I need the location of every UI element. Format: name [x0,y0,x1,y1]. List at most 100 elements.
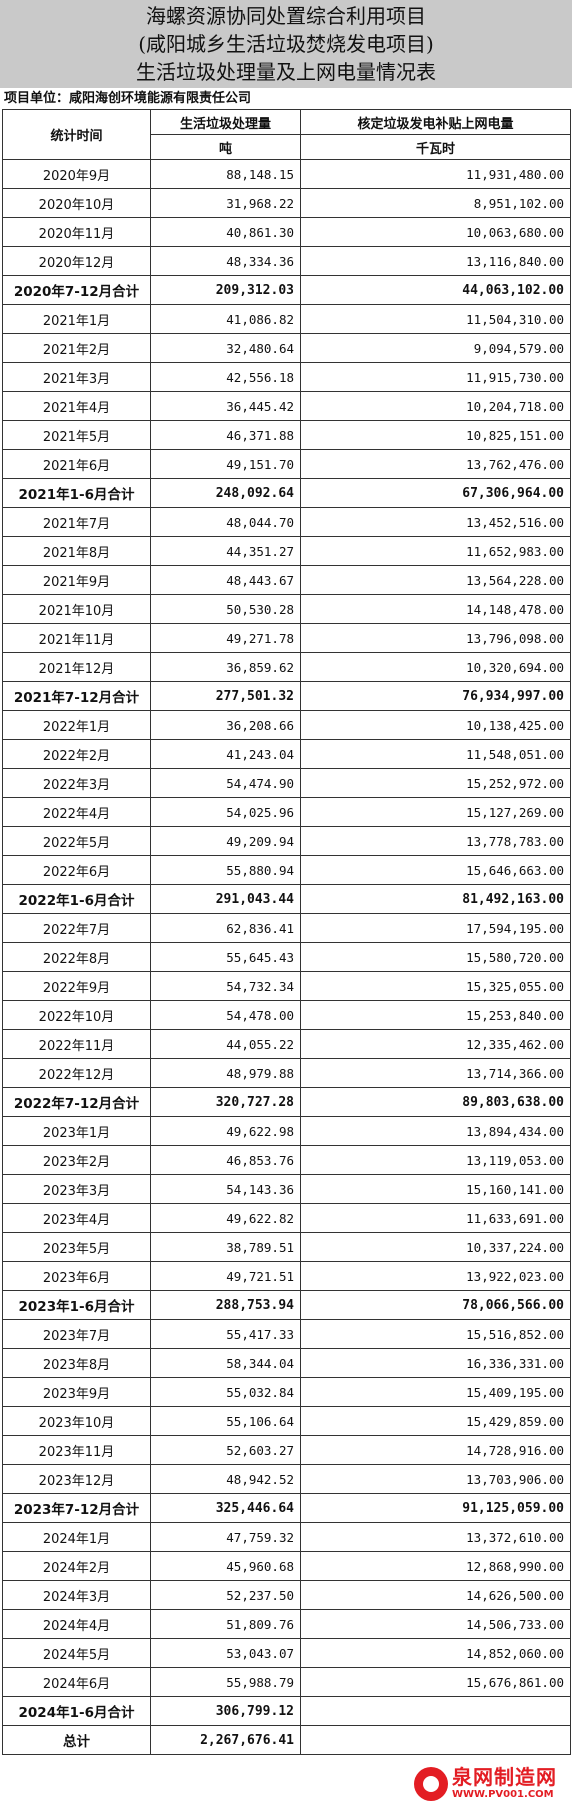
table-row: 2023年2月 46,853.76 13,119,053.00 [2,1145,571,1175]
cell-waste: 55,106.64 [150,1406,301,1436]
cell-power: 13,894,434.00 [300,1116,571,1146]
cell-power: 81,492,163.00 [300,884,571,914]
cell-waste: 55,645.43 [150,942,301,972]
cell-period: 2024年4月 [2,1609,151,1639]
project-unit-label: 项目单位：咸阳海创环境能源有限责任公司 [4,91,252,106]
cell-waste: 54,478.00 [150,1000,301,1030]
cell-power: 89,803,638.00 [300,1087,571,1117]
cell-waste: 320,727.28 [150,1087,301,1117]
cell-waste: 48,334.36 [150,246,301,276]
table-row: 2021年2月 32,480.64 9,094,579.00 [2,333,571,363]
cell-power: 13,922,023.00 [300,1261,571,1291]
cell-power: 8,951,102.00 [300,188,571,218]
cell-waste: 49,209.94 [150,826,301,856]
watermark-logo-icon [414,1767,448,1801]
header-waste: 生活垃圾处理量 [150,109,301,135]
cell-waste: 40,861.30 [150,217,301,247]
cell-period: 2023年7-12月合计 [2,1493,151,1523]
cell-power: 15,676,861.00 [300,1667,571,1697]
cell-waste: 50,530.28 [150,594,301,624]
cell-waste: 54,474.90 [150,768,301,798]
cell-period: 2022年7-12月合计 [2,1087,151,1117]
cell-power: 14,728,916.00 [300,1435,571,1465]
cell-period: 2022年6月 [2,855,151,885]
cell-power: 15,429,859.00 [300,1406,571,1436]
cell-waste: 49,721.51 [150,1261,301,1291]
cell-waste: 49,271.78 [150,623,301,653]
table-row: 2022年4月 54,025.96 15,127,269.00 [2,797,571,827]
cell-period: 2023年5月 [2,1232,151,1262]
cell-waste: 44,351.27 [150,536,301,566]
cell-power: 13,762,476.00 [300,449,571,479]
cell-power: 10,138,425.00 [300,710,571,740]
table-row: 2023年11月 52,603.27 14,728,916.00 [2,1435,571,1465]
table-row: 2022年7月 62,836.41 17,594,195.00 [2,913,571,943]
cell-waste: 54,732.34 [150,971,301,1001]
cell-power: 44,063,102.00 [300,275,571,305]
cell-waste: 32,480.64 [150,333,301,363]
table-row: 2022年2月 41,243.04 11,548,051.00 [2,739,571,769]
cell-power: 11,504,310.00 [300,304,571,334]
table-row: 2024年4月 51,809.76 14,506,733.00 [2,1609,571,1639]
cell-waste: 41,243.04 [150,739,301,769]
cell-waste: 45,960.68 [150,1551,301,1581]
cell-power: 78,066,566.00 [300,1290,571,1320]
cell-waste: 38,789.51 [150,1232,301,1262]
table-row: 2021年8月 44,351.27 11,652,983.00 [2,536,571,566]
cell-period: 2022年3月 [2,768,151,798]
cell-power: 9,094,579.00 [300,333,571,363]
table-row: 2022年10月 54,478.00 15,253,840.00 [2,1000,571,1030]
cell-waste: 248,092.64 [150,478,301,508]
subtotal-row: 2021年7-12月合计 277,501.32 76,934,997.00 [2,681,571,711]
cell-waste: 62,836.41 [150,913,301,943]
cell-period: 2021年4月 [2,391,151,421]
cell-waste: 306,799.12 [150,1696,301,1726]
cell-period: 2022年5月 [2,826,151,856]
cell-period: 2022年10月 [2,1000,151,1030]
cell-power: 91,125,059.00 [300,1493,571,1523]
cell-waste: 53,043.07 [150,1638,301,1668]
table-row: 2023年7月 55,417.33 15,516,852.00 [2,1319,571,1349]
watermark-url: WWW.PV001.COM [452,1789,554,1800]
cell-power: 15,127,269.00 [300,797,571,827]
cell-power: 15,516,852.00 [300,1319,571,1349]
watermark-text: 泉网制造网 [452,1765,557,1789]
cell-waste: 44,055.22 [150,1029,301,1059]
cell-power: 14,852,060.00 [300,1638,571,1668]
cell-power: 15,253,840.00 [300,1000,571,1030]
cell-power: 13,714,366.00 [300,1058,571,1088]
subtotal-row: 2023年7-12月合计 325,446.64 91,125,059.00 [2,1493,571,1523]
cell-power: 15,580,720.00 [300,942,571,972]
subtotal-row: 2020年7-12月合计 209,312.03 44,063,102.00 [2,275,571,305]
table-row: 2021年3月 42,556.18 11,915,730.00 [2,362,571,392]
cell-period: 2023年9月 [2,1377,151,1407]
table-row: 2020年12月 48,334.36 13,116,840.00 [2,246,571,276]
subtotal-row: 总计 2,267,676.41 [2,1725,571,1755]
table-row: 2024年5月 53,043.07 14,852,060.00 [2,1638,571,1668]
title-line-1: 海螺资源协同处置综合利用项目 [146,4,426,28]
cell-waste: 46,853.76 [150,1145,301,1175]
table-row: 2022年6月 55,880.94 15,646,663.00 [2,855,571,885]
table-row: 2024年6月 55,988.79 15,676,861.00 [2,1667,571,1697]
table-row: 2023年4月 49,622.82 11,633,691.00 [2,1203,571,1233]
table-row: 2024年2月 45,960.68 12,868,990.00 [2,1551,571,1581]
data-table: 统计时间 生活垃圾处理量 核定垃圾发电补贴上网电量 吨 千瓦时 2020年9月 8… [2,109,571,1755]
cell-period: 2021年12月 [2,652,151,682]
subtotal-row: 2021年1-6月合计 248,092.64 67,306,964.00 [2,478,571,508]
cell-power: 15,252,972.00 [300,768,571,798]
cell-period: 2022年7月 [2,913,151,943]
cell-waste: 48,942.52 [150,1464,301,1494]
cell-period: 2021年2月 [2,333,151,363]
header-power: 核定垃圾发电补贴上网电量 [300,109,571,135]
cell-power: 10,204,718.00 [300,391,571,421]
unit-power: 千瓦时 [300,134,571,160]
subtotal-row: 2022年7-12月合计 320,727.28 89,803,638.00 [2,1087,571,1117]
subtotal-row: 2023年1-6月合计 288,753.94 78,066,566.00 [2,1290,571,1320]
cell-power: 13,452,516.00 [300,507,571,537]
cell-period: 2023年7月 [2,1319,151,1349]
header-period: 统计时间 [2,109,151,160]
cell-waste: 47,759.32 [150,1522,301,1552]
cell-waste: 55,417.33 [150,1319,301,1349]
table-row: 2023年9月 55,032.84 15,409,195.00 [2,1377,571,1407]
cell-waste: 42,556.18 [150,362,301,392]
